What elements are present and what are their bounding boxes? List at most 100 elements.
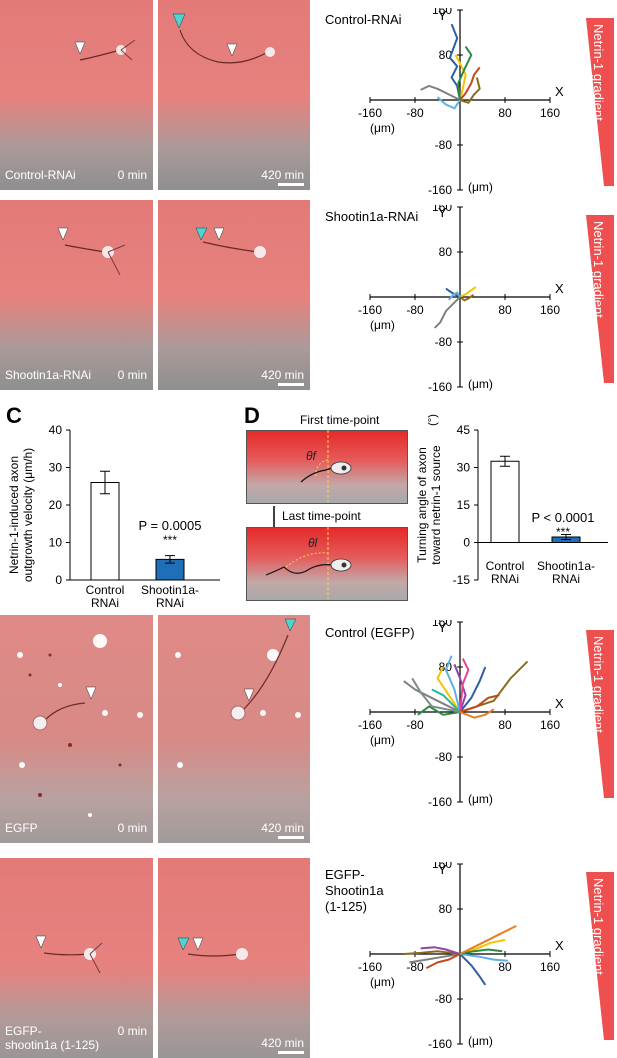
- trajectory-line: [459, 708, 495, 719]
- panel-label-c: C: [6, 403, 22, 428]
- trajectory-line: [459, 666, 487, 713]
- scale-bar: [278, 836, 304, 839]
- trajectory-line: [403, 950, 461, 955]
- micrograph-f-420min: 420 min: [158, 858, 310, 1058]
- y-tick-label: -160: [428, 183, 452, 197]
- bar-chart-d: Turning angle of axontoward netrin-1 sou…: [415, 414, 608, 587]
- condition-label: Control-RNAi: [5, 168, 76, 182]
- trajectory-line: [444, 655, 461, 713]
- trajectory-line: [459, 66, 481, 101]
- neuron-f-420: [177, 937, 248, 960]
- trajectory-line: [433, 296, 461, 329]
- scale-bar: [278, 183, 304, 186]
- neuron-a-0: [74, 39, 136, 61]
- schematic-first-svg: θf: [300, 430, 352, 502]
- y-tick-label: 40: [49, 423, 63, 437]
- trajectory-line: [459, 660, 529, 713]
- bar: [90, 482, 120, 581]
- time-label: 0 min: [117, 368, 147, 382]
- neuron-b-0: [57, 227, 126, 276]
- micrograph-e-0min: EGFP 0 min: [0, 615, 153, 843]
- micrograph-f-0min: EGFP-shootin1a (1-125) 0 min: [0, 858, 153, 1058]
- time-label: 420 min: [261, 168, 304, 182]
- first-timepoint-label: First time-point: [300, 413, 380, 427]
- time-label: 0 min: [117, 1024, 147, 1038]
- category-label: Control RNAi: [486, 559, 525, 586]
- trajectory-line: [411, 677, 461, 713]
- x-tick-label: -80: [406, 106, 424, 120]
- trajectory-line: [436, 666, 461, 713]
- time-label: 0 min: [117, 821, 147, 835]
- trajectory-line: [459, 953, 508, 962]
- micrograph-a-420min: 420 min: [158, 0, 310, 190]
- gradient-label: Netrin-1 gradient: [591, 878, 606, 975]
- netrin-gradient-bar-e: Netrin-1 gradient: [582, 630, 614, 798]
- trajectory-line: [459, 658, 470, 713]
- panel-label-d: D: [244, 403, 260, 428]
- x-tick-label: 80: [498, 106, 512, 120]
- y-axis-label: Netrin-1-induced axonoutgrowth velocity …: [7, 448, 35, 582]
- category-label: Shootin1a-RNAi: [141, 583, 199, 610]
- micrograph-a-0min: Control-RNAi 0 min: [0, 0, 153, 190]
- x-tick-label: 160: [540, 960, 560, 974]
- time-label: 0 min: [117, 168, 147, 182]
- y-tick-label: -80: [435, 992, 453, 1006]
- y-tick-label: 160: [432, 8, 452, 17]
- y-tick-label: 0: [55, 573, 62, 587]
- x-tick-label: -160: [358, 718, 382, 732]
- y-tick-label: 80: [439, 902, 453, 916]
- plot-title-f: EGFP- Shootin1a (1-125): [325, 867, 384, 914]
- trajectory-line: [459, 694, 500, 713]
- schematic-last-svg: θl: [265, 527, 352, 599]
- y-axis-label: Y: [438, 862, 447, 877]
- last-timepoint-label: Last time-point: [282, 509, 361, 523]
- arrowhead-cyan: [172, 13, 186, 29]
- arrowhead-white: [226, 43, 238, 57]
- bar-chart-c: Netrin-1-induced axonoutgrowth velocity …: [7, 423, 220, 610]
- netrin-gradient-bar-a: Netrin-1 gradient: [582, 18, 614, 186]
- trajectory-line: [431, 688, 461, 713]
- y-tick-label: -80: [435, 138, 453, 152]
- y-tick-label: 20: [49, 498, 63, 512]
- neuron-e-420: [175, 618, 301, 768]
- condition-label: EGFP: [5, 821, 38, 835]
- netrin-gradient-bar-b: Netrin-1 gradient: [582, 215, 614, 383]
- trajectory-line: [409, 953, 461, 964]
- x-axis-label: X: [555, 938, 564, 953]
- plot-title-b: Shootin1a-RNAi: [325, 209, 419, 224]
- x-axis-label: X: [555, 281, 564, 296]
- bar: [490, 460, 520, 543]
- y-tick-label: -80: [435, 750, 453, 764]
- y-tick-label: 15: [457, 498, 471, 512]
- trajectory-line: [448, 291, 461, 301]
- significance-stars: ***: [163, 533, 177, 547]
- neuron-b-420: [195, 227, 266, 258]
- p-value: P < 0.0001: [531, 510, 594, 525]
- gradient-label: Netrin-1 gradient: [591, 24, 606, 121]
- trajectory-line: [420, 84, 461, 101]
- micrograph-b-0min: Shootin1a-RNAi 0 min: [0, 200, 153, 390]
- neuron-e-0: [17, 634, 143, 817]
- x-tick-label: 160: [540, 303, 560, 317]
- scale-bar: [278, 1051, 304, 1054]
- y-tick-label: -15: [453, 573, 471, 587]
- trajectory-line: [445, 287, 461, 298]
- plot-title-a: Control-RNAi: [325, 12, 402, 27]
- y-tick-label: 80: [439, 245, 453, 259]
- svg-text:θf: θf: [306, 449, 318, 463]
- category-label: Shootin1a-RNAi: [537, 559, 595, 586]
- y-tick-label: 80: [439, 48, 453, 62]
- scale-bar: [278, 383, 304, 386]
- trajectory-line: [459, 293, 475, 302]
- y-tick-label: 160: [432, 620, 452, 629]
- x-axis-label: X: [555, 84, 564, 99]
- plot-title-e: Control (EGFP): [325, 625, 415, 640]
- trajectory-line: [417, 705, 461, 716]
- trajectory-line: [459, 925, 517, 955]
- y-tick-label: 10: [49, 536, 63, 550]
- arrowhead-white: [74, 41, 86, 55]
- time-label: 420 min: [261, 368, 304, 382]
